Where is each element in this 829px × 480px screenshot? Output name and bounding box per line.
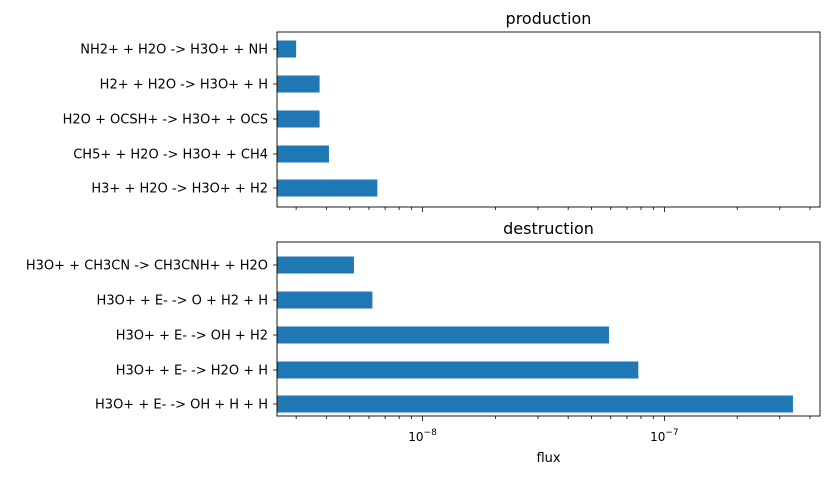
panel-title: destruction bbox=[503, 219, 594, 238]
bar bbox=[277, 75, 320, 93]
category-label: NH2+ + H2O -> H3O+ + NH bbox=[80, 43, 268, 58]
panel-title: production bbox=[506, 9, 592, 28]
bar bbox=[277, 110, 320, 128]
axes-frame bbox=[276, 241, 821, 417]
bar bbox=[277, 256, 354, 274]
x-tick-label: 10−7 bbox=[650, 428, 679, 444]
category-label: H2O + OCSH+ -> H3O+ + OCS bbox=[63, 113, 268, 128]
category-label: H3O+ + E- -> OH + H + H bbox=[95, 398, 268, 413]
category-label: H3O+ + E- -> OH + H2 bbox=[116, 329, 268, 344]
bar bbox=[277, 291, 373, 309]
bar bbox=[277, 179, 378, 197]
category-label: CH5+ + H2O -> H3O+ + CH4 bbox=[73, 148, 268, 163]
category-label: H3+ + H2O -> H3O+ + H2 bbox=[91, 182, 268, 197]
bar bbox=[277, 40, 297, 58]
category-label: H2+ + H2O -> H3O+ + H bbox=[100, 78, 268, 93]
x-axis-label: flux bbox=[536, 451, 560, 466]
bar bbox=[277, 361, 639, 379]
axes-frame bbox=[276, 31, 821, 208]
category-label: H3O+ + E- -> H2O + H bbox=[116, 364, 268, 379]
bar bbox=[277, 395, 793, 413]
bar bbox=[277, 326, 609, 344]
category-label: H3O+ + CH3CN -> CH3CNH+ + H2O bbox=[26, 259, 268, 274]
category-label: H3O+ + E- -> O + H2 + H bbox=[97, 294, 268, 309]
x-tick-label: 10−8 bbox=[408, 428, 437, 444]
bar bbox=[277, 145, 329, 163]
